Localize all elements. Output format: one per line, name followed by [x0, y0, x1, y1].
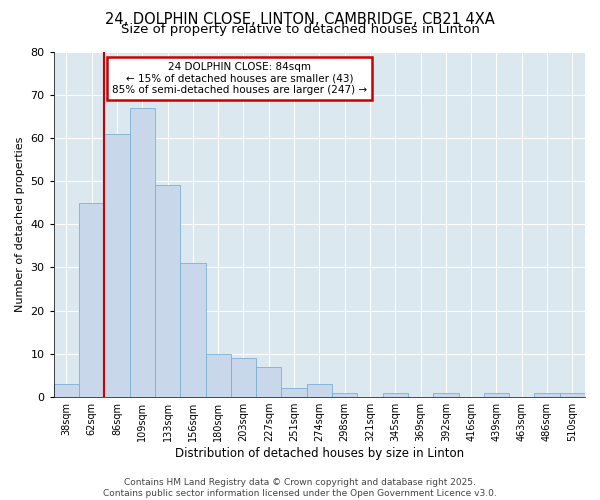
Y-axis label: Number of detached properties: Number of detached properties	[15, 136, 25, 312]
Text: Contains HM Land Registry data © Crown copyright and database right 2025.
Contai: Contains HM Land Registry data © Crown c…	[103, 478, 497, 498]
X-axis label: Distribution of detached houses by size in Linton: Distribution of detached houses by size …	[175, 447, 464, 460]
Bar	[54, 384, 79, 397]
Bar	[206, 354, 231, 397]
Bar	[307, 384, 332, 397]
Bar	[155, 186, 180, 397]
Bar	[104, 134, 130, 397]
Bar	[560, 393, 585, 397]
Bar	[281, 388, 307, 397]
Bar	[332, 393, 358, 397]
Text: 24 DOLPHIN CLOSE: 84sqm
← 15% of detached houses are smaller (43)
85% of semi-de: 24 DOLPHIN CLOSE: 84sqm ← 15% of detache…	[112, 62, 367, 95]
Bar	[79, 202, 104, 397]
Text: 24, DOLPHIN CLOSE, LINTON, CAMBRIDGE, CB21 4XA: 24, DOLPHIN CLOSE, LINTON, CAMBRIDGE, CB…	[105, 12, 495, 28]
Bar	[130, 108, 155, 397]
Bar	[256, 367, 281, 397]
Bar	[484, 393, 509, 397]
Bar	[433, 393, 458, 397]
Bar	[383, 393, 408, 397]
Bar	[535, 393, 560, 397]
Bar	[180, 263, 206, 397]
Text: Size of property relative to detached houses in Linton: Size of property relative to detached ho…	[121, 22, 479, 36]
Bar	[231, 358, 256, 397]
